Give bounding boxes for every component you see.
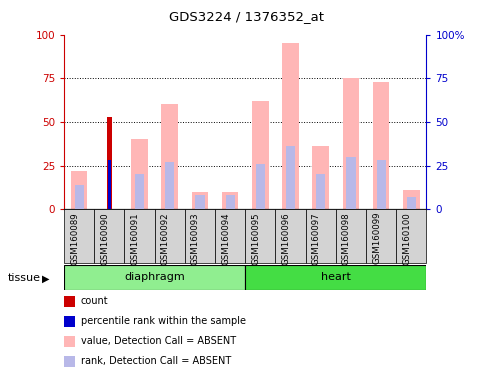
Bar xyxy=(282,43,299,209)
Bar xyxy=(313,146,329,209)
Bar xyxy=(165,162,175,209)
Text: rank, Detection Call = ABSENT: rank, Detection Call = ABSENT xyxy=(81,356,231,366)
Bar xyxy=(343,78,359,209)
Bar xyxy=(124,209,155,263)
Text: value, Detection Call = ABSENT: value, Detection Call = ABSENT xyxy=(81,336,236,346)
Text: percentile rank within the sample: percentile rank within the sample xyxy=(81,316,246,326)
Text: GSM160090: GSM160090 xyxy=(101,212,109,265)
Bar xyxy=(256,164,265,209)
Bar xyxy=(162,104,178,209)
Bar xyxy=(407,197,416,209)
Text: GSM160092: GSM160092 xyxy=(161,212,170,265)
Bar xyxy=(192,192,208,209)
Bar xyxy=(64,265,246,290)
Text: GSM160100: GSM160100 xyxy=(402,212,411,265)
Bar xyxy=(64,209,94,263)
Bar xyxy=(108,161,111,209)
Bar xyxy=(74,185,84,209)
Bar xyxy=(135,174,144,209)
Text: GSM160096: GSM160096 xyxy=(282,212,290,265)
Bar xyxy=(245,265,426,290)
Bar xyxy=(336,209,366,263)
Text: GSM160097: GSM160097 xyxy=(312,212,321,265)
Text: GSM160089: GSM160089 xyxy=(70,212,79,265)
Text: GSM160098: GSM160098 xyxy=(342,212,351,265)
Text: diaphragm: diaphragm xyxy=(124,272,185,283)
Bar xyxy=(396,209,426,263)
Text: heart: heart xyxy=(321,272,351,283)
Text: GDS3224 / 1376352_at: GDS3224 / 1376352_at xyxy=(169,10,324,23)
Text: GSM160099: GSM160099 xyxy=(372,212,381,265)
Bar xyxy=(155,209,185,263)
Bar xyxy=(185,209,215,263)
Bar xyxy=(245,209,276,263)
Bar xyxy=(306,209,336,263)
Bar xyxy=(286,146,295,209)
Bar xyxy=(316,174,325,209)
Text: GSM160095: GSM160095 xyxy=(251,212,260,265)
Bar xyxy=(71,171,87,209)
Bar xyxy=(222,192,239,209)
Bar xyxy=(94,209,124,263)
Text: GSM160094: GSM160094 xyxy=(221,212,230,265)
Bar xyxy=(131,139,148,209)
Bar xyxy=(226,195,235,209)
Text: GSM160093: GSM160093 xyxy=(191,212,200,265)
Text: count: count xyxy=(81,296,108,306)
Bar xyxy=(252,101,269,209)
Text: ▶: ▶ xyxy=(41,273,49,283)
Bar xyxy=(373,82,389,209)
Bar xyxy=(366,209,396,263)
Bar xyxy=(215,209,246,263)
Bar xyxy=(403,190,420,209)
Bar xyxy=(276,209,306,263)
Bar xyxy=(106,117,112,209)
Bar xyxy=(377,161,386,209)
Text: tissue: tissue xyxy=(7,273,40,283)
Bar xyxy=(347,157,355,209)
Text: GSM160091: GSM160091 xyxy=(131,212,140,265)
Bar xyxy=(195,195,205,209)
